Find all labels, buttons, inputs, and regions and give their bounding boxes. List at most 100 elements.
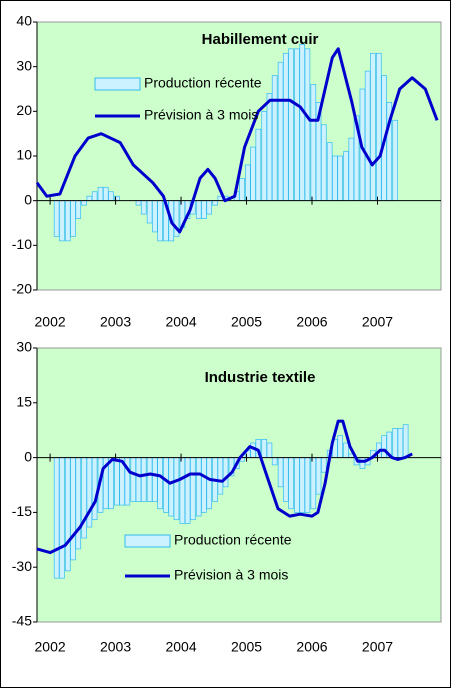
bar: [304, 48, 311, 202]
bar: [294, 457, 300, 513]
bar: [288, 48, 294, 202]
bar: [212, 200, 218, 206]
legend-label: Prévision à 3 mois: [174, 567, 288, 583]
bar: [375, 52, 382, 202]
x-tick-label: 2002: [35, 314, 66, 330]
bar: [108, 457, 114, 510]
bar: [337, 155, 343, 202]
x-tick-label: 2007: [362, 639, 393, 655]
bar: [75, 457, 82, 550]
bar: [271, 457, 278, 466]
x-tick-label: 2003: [100, 639, 131, 655]
bar: [320, 457, 327, 473]
bar: [184, 457, 191, 524]
bar: [195, 200, 202, 219]
x-tick-label: 2004: [165, 314, 196, 330]
bar: [277, 61, 284, 202]
y-tick-label: -10: [12, 236, 32, 252]
bar: [326, 142, 333, 202]
bar: [64, 457, 71, 572]
bar: [108, 191, 114, 202]
bar: [392, 119, 398, 202]
bar: [255, 128, 262, 202]
bar: [364, 70, 371, 202]
bar: [70, 457, 76, 561]
y-tick-label: 15: [16, 394, 32, 410]
y-tick-label: -45: [12, 613, 32, 629]
x-tick-label: 2006: [296, 314, 327, 330]
bar: [140, 457, 147, 502]
bar: [299, 43, 305, 202]
bar: [294, 48, 300, 202]
bar: [348, 137, 355, 202]
bar: [239, 177, 245, 202]
bar: [217, 457, 224, 495]
bar: [152, 200, 158, 233]
bar: [283, 52, 289, 202]
legend-swatch: [124, 534, 171, 548]
y-tick-label: 0: [24, 448, 32, 464]
bar: [392, 428, 398, 458]
bar: [157, 200, 163, 242]
bar: [97, 186, 104, 202]
bar: [261, 438, 268, 458]
y-tick-label: -30: [12, 558, 32, 574]
bar: [195, 457, 202, 517]
bar: [140, 200, 147, 215]
y-tick-label: 0: [24, 191, 32, 207]
legend-swatch: [94, 77, 141, 91]
y-tick-label: -15: [12, 503, 32, 519]
bar: [250, 146, 256, 202]
bar: [168, 457, 175, 517]
bar: [75, 200, 82, 219]
bar: [381, 435, 387, 458]
bar: [277, 457, 284, 488]
bar: [146, 200, 153, 224]
bar: [343, 442, 349, 458]
chart-title: Industrie textile: [205, 369, 316, 386]
legend-label: Production récente: [144, 75, 262, 91]
bar: [173, 457, 180, 521]
bar: [337, 435, 343, 458]
bar: [179, 457, 186, 524]
bar: [320, 124, 327, 202]
x-tick-label: 2006: [296, 639, 327, 655]
x-tick-label: 2005: [231, 639, 262, 655]
y-tick-label: -20: [12, 281, 32, 297]
bar: [201, 200, 207, 219]
x-tick-label: 2005: [231, 314, 262, 330]
bar: [114, 457, 120, 506]
bar: [102, 186, 109, 202]
bar: [59, 457, 65, 579]
bar: [222, 457, 229, 488]
y-tick-label: 30: [16, 339, 32, 355]
y-tick-label: 10: [16, 147, 32, 163]
bar: [206, 457, 213, 510]
bar: [81, 200, 87, 206]
bar: [53, 457, 60, 579]
bar: [304, 457, 311, 513]
bar: [402, 424, 409, 458]
bar: [64, 200, 71, 242]
bar: [245, 164, 251, 202]
bar: [130, 457, 137, 502]
bar: [157, 457, 163, 510]
bar: [332, 155, 338, 202]
bar: [135, 200, 142, 206]
legend-label: Prévision à 3 mois: [144, 107, 258, 123]
bar: [266, 442, 273, 458]
bar: [271, 75, 278, 202]
bar: [343, 151, 349, 202]
bar: [299, 457, 305, 513]
bar: [261, 110, 268, 202]
bar: [91, 457, 98, 521]
y-tick-label: 40: [16, 13, 32, 29]
legend-label: Production récente: [174, 532, 292, 548]
x-tick-label: 2003: [100, 314, 131, 330]
bar: [315, 457, 322, 495]
x-tick-label: 2004: [165, 639, 196, 655]
bar: [163, 457, 169, 513]
bar: [310, 457, 317, 510]
bar: [310, 84, 317, 202]
